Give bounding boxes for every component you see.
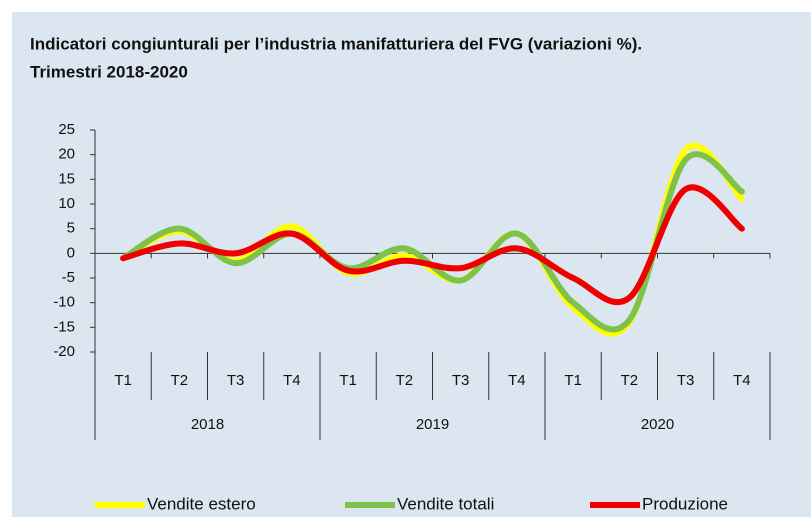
- x-tick-label: T2: [171, 372, 189, 389]
- legend-label: Vendite totali: [397, 494, 494, 513]
- x-tick-label: T3: [227, 372, 245, 389]
- x-tick-label: T2: [621, 372, 639, 389]
- year-label: 2020: [641, 416, 674, 433]
- y-tick-label: 25: [58, 121, 75, 138]
- x-tick-label: T1: [114, 372, 132, 389]
- y-tick-label: -20: [53, 343, 75, 360]
- y-tick-label: 5: [67, 220, 75, 237]
- x-tick-label: T4: [733, 372, 751, 389]
- y-tick-label: -15: [53, 318, 75, 335]
- y-tick-label: 15: [58, 170, 75, 187]
- year-label: 2018: [191, 416, 224, 433]
- y-tick-label: 0: [67, 244, 75, 261]
- panel: [12, 12, 811, 517]
- x-tick-label: T1: [339, 372, 357, 389]
- x-tick-label: T1: [564, 372, 582, 389]
- chart-subtitle: Trimestri 2018-2020: [30, 62, 188, 81]
- y-tick-label: -5: [62, 269, 75, 286]
- y-tick-label: 20: [58, 146, 75, 163]
- x-tick-label: T2: [396, 372, 414, 389]
- x-tick-label: T4: [283, 372, 301, 389]
- legend-label: Vendite estero: [147, 494, 256, 513]
- year-label: 2019: [416, 416, 449, 433]
- y-tick-label: 10: [58, 195, 75, 212]
- x-tick-label: T3: [677, 372, 695, 389]
- series-line: [120, 184, 745, 306]
- x-tick-label: T4: [508, 372, 526, 389]
- y-tick-label: -10: [53, 294, 75, 311]
- chart-title: Indicatori congiunturali per l’industria…: [30, 34, 642, 53]
- x-tick-label: T3: [452, 372, 470, 389]
- legend-label: Produzione: [642, 494, 728, 513]
